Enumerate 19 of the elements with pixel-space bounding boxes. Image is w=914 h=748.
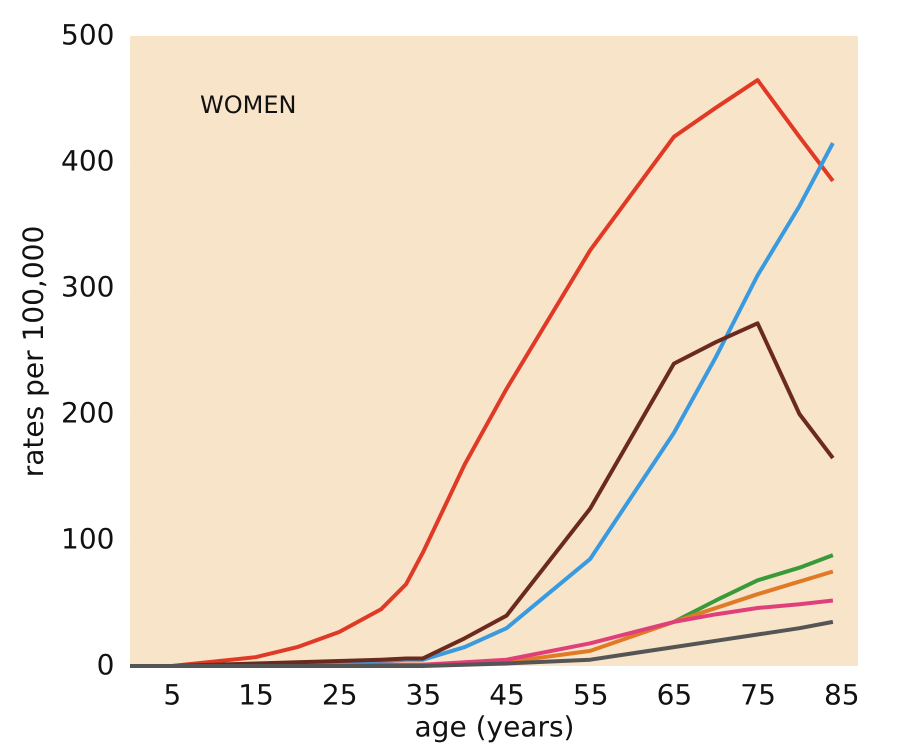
line-series xyxy=(128,620,835,668)
y-axis-title: rates per 100,000 xyxy=(17,226,50,478)
y-tick-label: 500 xyxy=(61,18,114,52)
x-tick-label: 15 xyxy=(238,678,274,712)
y-tick-label: 400 xyxy=(61,144,114,178)
x-tick-label: 55 xyxy=(572,678,609,712)
x-axis-title: age (years) xyxy=(414,710,574,744)
y-tick-label: 0 xyxy=(96,648,114,682)
x-tick-label: 75 xyxy=(740,678,776,712)
x-tick-label: 45 xyxy=(489,678,525,712)
y-tick-label: 300 xyxy=(61,270,114,304)
x-tick-label: 5 xyxy=(163,678,182,712)
x-tick-label: 85 xyxy=(824,678,860,712)
annotation: WOMEN xyxy=(200,91,296,119)
x-tick-label: 25 xyxy=(322,678,358,712)
y-tick-label: 100 xyxy=(61,522,114,556)
y-tick-label: 200 xyxy=(61,396,114,430)
x-tick-label: 65 xyxy=(656,678,692,712)
x-tick-label: 35 xyxy=(406,678,442,712)
